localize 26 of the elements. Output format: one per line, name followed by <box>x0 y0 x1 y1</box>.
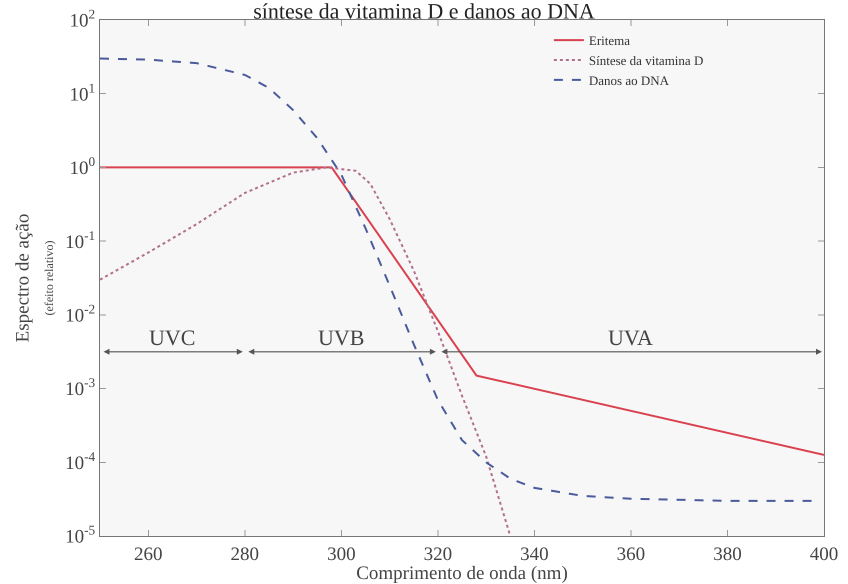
x-axis-title: Comprimento de onda (nm) <box>356 563 568 584</box>
x-tick-label: 340 <box>520 544 549 565</box>
y-axis-title: Espectro de ação (efeito relativo) <box>12 214 56 342</box>
band-label: UVB <box>318 325 364 350</box>
chart-title: síntese da vitamina D e danos ao DNA <box>253 0 595 24</box>
y-tick-label: 10$^{-3}$ <box>65 375 96 400</box>
y-tick-label: 10$^{0}$ <box>70 154 96 180</box>
y-tick-label: 10$^{-1}$ <box>65 228 96 253</box>
x-tick-label: 380 <box>713 544 742 565</box>
legend-label: Danos ao DNA <box>588 72 670 88</box>
x-tick-label: 360 <box>616 544 646 565</box>
y-tick-label: 10$^{-2}$ <box>65 302 96 327</box>
y-tick-label: 10$^{-5}$ <box>65 522 96 548</box>
y-tick-label: 10$^{1}$ <box>70 80 96 106</box>
band-label: UVA <box>608 325 653 350</box>
band-label: UVC <box>149 325 196 350</box>
x-tick-label: 260 <box>134 544 163 565</box>
x-tick-label: 300 <box>327 544 356 565</box>
y-tick-label: 10$^{2}$ <box>70 6 96 32</box>
x-tick-label: 320 <box>424 544 452 565</box>
line-series <box>100 166 512 536</box>
x-tick-label: 280 <box>230 544 260 565</box>
y-tick-label: 10$^{-4}$ <box>65 448 96 474</box>
legend-label: Síntese da vitamina D <box>588 53 704 68</box>
x-tick-label: 400 <box>810 544 838 565</box>
legend-label: Eritema <box>588 33 630 48</box>
